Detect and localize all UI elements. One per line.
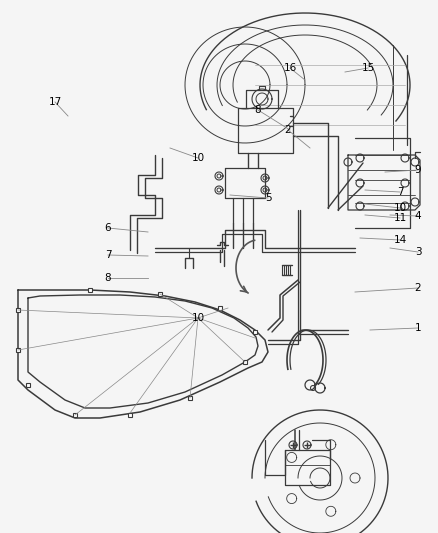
Text: 8: 8 [105, 273, 111, 283]
Text: 8: 8 [254, 105, 261, 115]
Text: 14: 14 [393, 235, 406, 245]
Text: 9: 9 [415, 165, 421, 175]
Text: 15: 15 [361, 63, 374, 73]
Text: 5: 5 [265, 193, 271, 203]
Text: 6: 6 [105, 223, 111, 233]
Text: 11: 11 [393, 213, 406, 223]
Text: 10: 10 [191, 313, 205, 323]
Text: 7: 7 [397, 187, 403, 197]
Text: 2: 2 [415, 283, 421, 293]
Text: 2: 2 [285, 125, 291, 135]
Text: 10: 10 [191, 153, 205, 163]
Text: 10: 10 [393, 203, 406, 213]
Text: 4: 4 [415, 211, 421, 221]
Text: 17: 17 [48, 97, 62, 107]
Text: 7: 7 [105, 250, 111, 260]
Text: 3: 3 [415, 247, 421, 257]
Text: 1: 1 [415, 323, 421, 333]
Text: 16: 16 [283, 63, 297, 73]
